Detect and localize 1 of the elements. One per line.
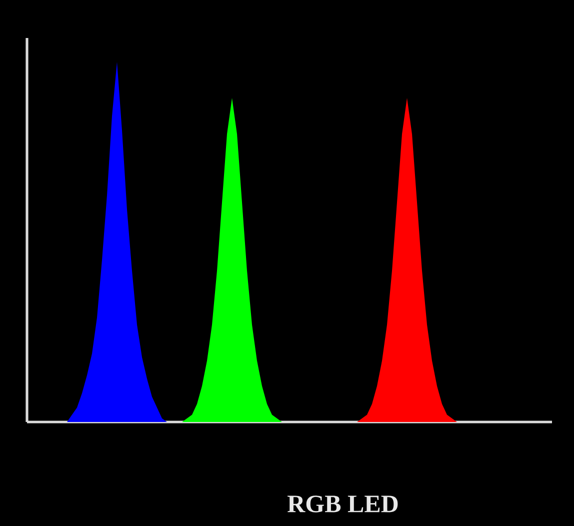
text: RGB LED bbox=[288, 496, 398, 512]
